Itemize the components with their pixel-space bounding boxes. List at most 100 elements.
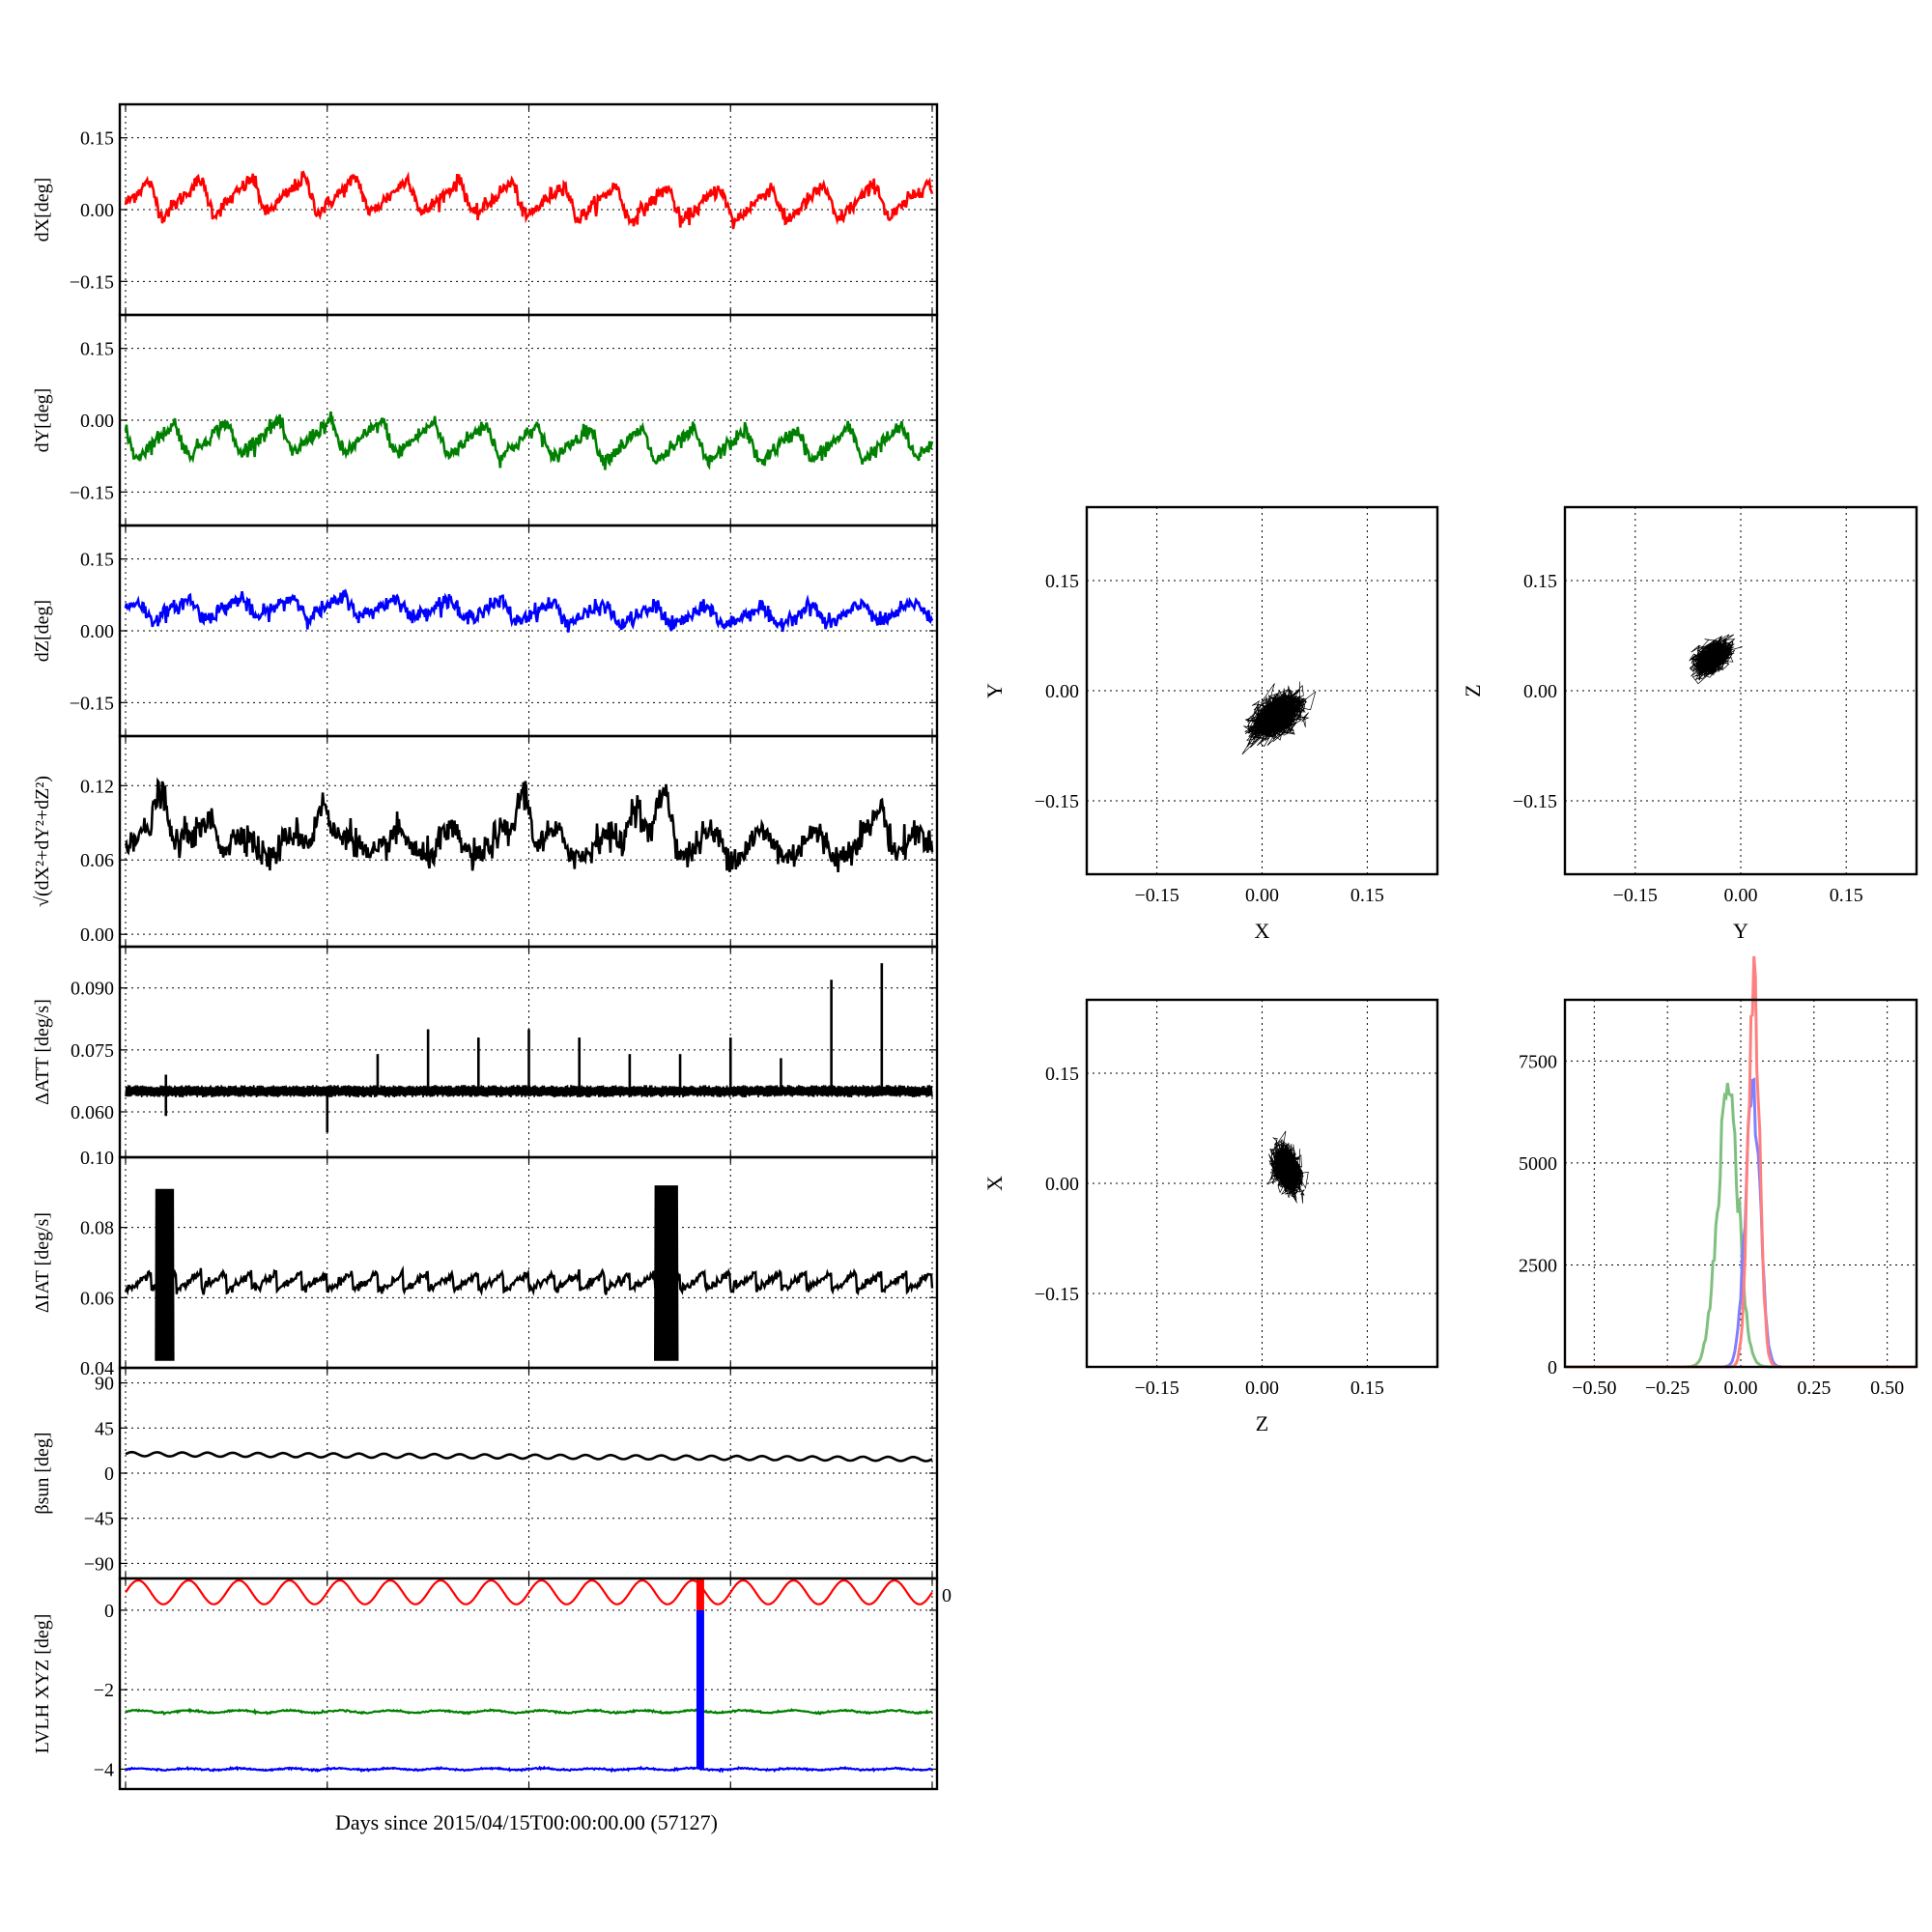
- y-tick-label: 0.060: [71, 1102, 114, 1123]
- series-line-lvlh-2: [125, 1765, 933, 1774]
- y-tick-label: 0.08: [80, 1218, 114, 1239]
- y-tick-label: 5000: [1519, 1153, 1557, 1175]
- panel-yz: −0.15 −0.15 0.00 0.00 0.15 0.15 Y Z: [1461, 505, 1918, 943]
- y-tick-label: −0.15: [70, 693, 114, 714]
- y-tick-label: −4: [94, 1759, 114, 1780]
- x-tick-label: 0.15: [1830, 885, 1863, 906]
- plot-panels: −0.15 0.00 0.15 dX[deg] −0.15 0.00 0.15 dY[deg]…: [32, 102, 1918, 1791]
- y-tick-label: −0.15: [1035, 1284, 1079, 1305]
- panel-dr: 0.00 0.06 0.12 √(dX²+dY²+dZ²): [32, 734, 939, 949]
- series-line-dx: [124, 169, 934, 230]
- y-tick-label: 0.15: [1045, 1064, 1079, 1085]
- panel-frame: [1085, 998, 1439, 1369]
- x-tick-label: −0.15: [1134, 885, 1179, 906]
- burst-mark: [654, 1185, 679, 1361]
- panel-beta: −90 −45 0 45 90 βsun [deg]: [32, 1366, 939, 1580]
- y-tick-label: 0.06: [80, 850, 114, 871]
- y-axis-label: Y: [982, 683, 1007, 698]
- panel-dz: −0.15 0.00 0.15 dZ[deg]: [32, 524, 939, 738]
- y-tick-label: 0.12: [80, 776, 114, 797]
- y-axis-label: dY[deg]: [32, 388, 53, 453]
- panel-dy: −0.15 0.00 0.15 dY[deg]: [32, 313, 939, 527]
- panel-datt: 0.060 0.075 0.090 ΔATT [deg/s]: [32, 945, 939, 1159]
- y-tick-label: 0.075: [71, 1040, 114, 1062]
- series-line-dr: [124, 777, 934, 873]
- burst-mark: [155, 1188, 175, 1361]
- y-axis-label: dZ[deg]: [32, 600, 53, 662]
- x-tick-label: 0.15: [1350, 885, 1384, 906]
- y-tick-label: 0.04: [80, 1358, 114, 1379]
- x-tick-label: −0.15: [1613, 885, 1658, 906]
- x-tick-label: −0.25: [1645, 1378, 1690, 1399]
- y-tick-label: 0.15: [1045, 571, 1079, 592]
- y-tick-label: −0.15: [70, 271, 114, 293]
- figure-xlabel: Days since 2015/04/15T00:00:00.00 (57127…: [335, 1810, 718, 1834]
- y-tick-label: 0.00: [80, 621, 114, 642]
- y-tick-label: 0: [104, 1601, 114, 1622]
- y-axis-label: dX[deg]: [32, 178, 53, 242]
- y-tick-label: 0: [1548, 1357, 1557, 1378]
- x-tick-label: 0.00: [1724, 1378, 1758, 1399]
- y-tick-label: 0.00: [80, 200, 114, 221]
- panel-frame: [118, 1577, 939, 1791]
- panel-diat: 0.04 0.06 0.08 0.10 ΔIAT [deg/s]: [32, 1148, 939, 1379]
- y-tick-label: 45: [95, 1418, 114, 1439]
- y-axis-label: ΔATT [deg/s]: [32, 999, 53, 1105]
- y-axis-label: Z: [1461, 684, 1485, 696]
- right-tick-label: 0: [942, 1585, 952, 1606]
- panel-dx: −0.15 0.00 0.15 dX[deg]: [32, 102, 939, 317]
- y-axis-label: √(dX²+dY²+dZ²): [32, 776, 53, 907]
- y-tick-label: 0.15: [1523, 571, 1557, 592]
- y-tick-label: −90: [84, 1553, 114, 1575]
- x-axis-label: X: [1255, 919, 1270, 943]
- y-tick-label: 0.15: [80, 550, 114, 571]
- y-axis-label: X: [982, 1176, 1007, 1191]
- y-axis-label: LVLH XYZ [deg]: [32, 1614, 53, 1754]
- series-line-datt: [125, 1085, 933, 1098]
- scatter-trace-xy: [1241, 681, 1317, 755]
- y-tick-label: 0: [104, 1463, 114, 1485]
- series-line-beta: [125, 1450, 933, 1463]
- y-tick-label: 2500: [1519, 1255, 1557, 1276]
- y-tick-label: 0.00: [1523, 681, 1557, 702]
- x-tick-label: −0.15: [1134, 1378, 1179, 1399]
- panel-xy: −0.15 −0.15 0.00 0.00 0.15 0.15 X Y: [982, 505, 1439, 943]
- y-tick-label: −0.15: [1513, 791, 1557, 812]
- x-tick-label: 0.50: [1870, 1378, 1904, 1399]
- y-tick-label: 0.00: [80, 924, 114, 946]
- hist-line-0: [1565, 1082, 1917, 1369]
- panel-zx: −0.15 −0.15 0.00 0.00 0.15 0.15 Z X: [982, 998, 1439, 1435]
- x-tick-label: 0.15: [1350, 1378, 1384, 1399]
- series-line-diat: [124, 1264, 934, 1296]
- panel-frame: [1563, 505, 1918, 876]
- panel-frame: [1563, 998, 1918, 1369]
- panel-frame: [1085, 505, 1439, 876]
- x-tick-label: 0.00: [1724, 885, 1758, 906]
- y-axis-label: ΔIAT [deg/s]: [32, 1212, 53, 1313]
- y-tick-label: −2: [94, 1680, 114, 1701]
- scatter-trace-yz: [1689, 634, 1743, 685]
- scatter-trace-zx: [1266, 1130, 1309, 1204]
- y-axis-label: βsun [deg]: [32, 1432, 53, 1514]
- x-tick-label: 0.25: [1797, 1378, 1831, 1399]
- x-tick-label: 0.00: [1245, 885, 1279, 906]
- y-tick-label: 7500: [1519, 1051, 1557, 1072]
- series-line-lvlh-0: [125, 1579, 933, 1605]
- x-tick-label: −0.50: [1572, 1378, 1616, 1399]
- y-tick-label: 0.00: [80, 411, 114, 432]
- x-tick-label: 0.00: [1245, 1378, 1279, 1399]
- x-axis-label: Z: [1256, 1411, 1268, 1435]
- y-tick-label: 0.00: [1045, 1174, 1079, 1195]
- panel-lvlh: −4 −2 0 LVLH XYZ [deg] 0: [32, 1577, 952, 1791]
- y-tick-label: 0.10: [80, 1148, 114, 1169]
- y-tick-label: −0.15: [70, 482, 114, 503]
- y-tick-label: 0.00: [1045, 681, 1079, 702]
- x-axis-label: Y: [1733, 919, 1748, 943]
- y-tick-label: 90: [95, 1374, 114, 1395]
- y-tick-label: 0.090: [71, 979, 114, 1000]
- series-line-dz: [124, 587, 934, 633]
- series-line-dy: [124, 411, 934, 470]
- y-tick-label: 0.15: [80, 339, 114, 360]
- y-tick-label: 0.06: [80, 1288, 114, 1309]
